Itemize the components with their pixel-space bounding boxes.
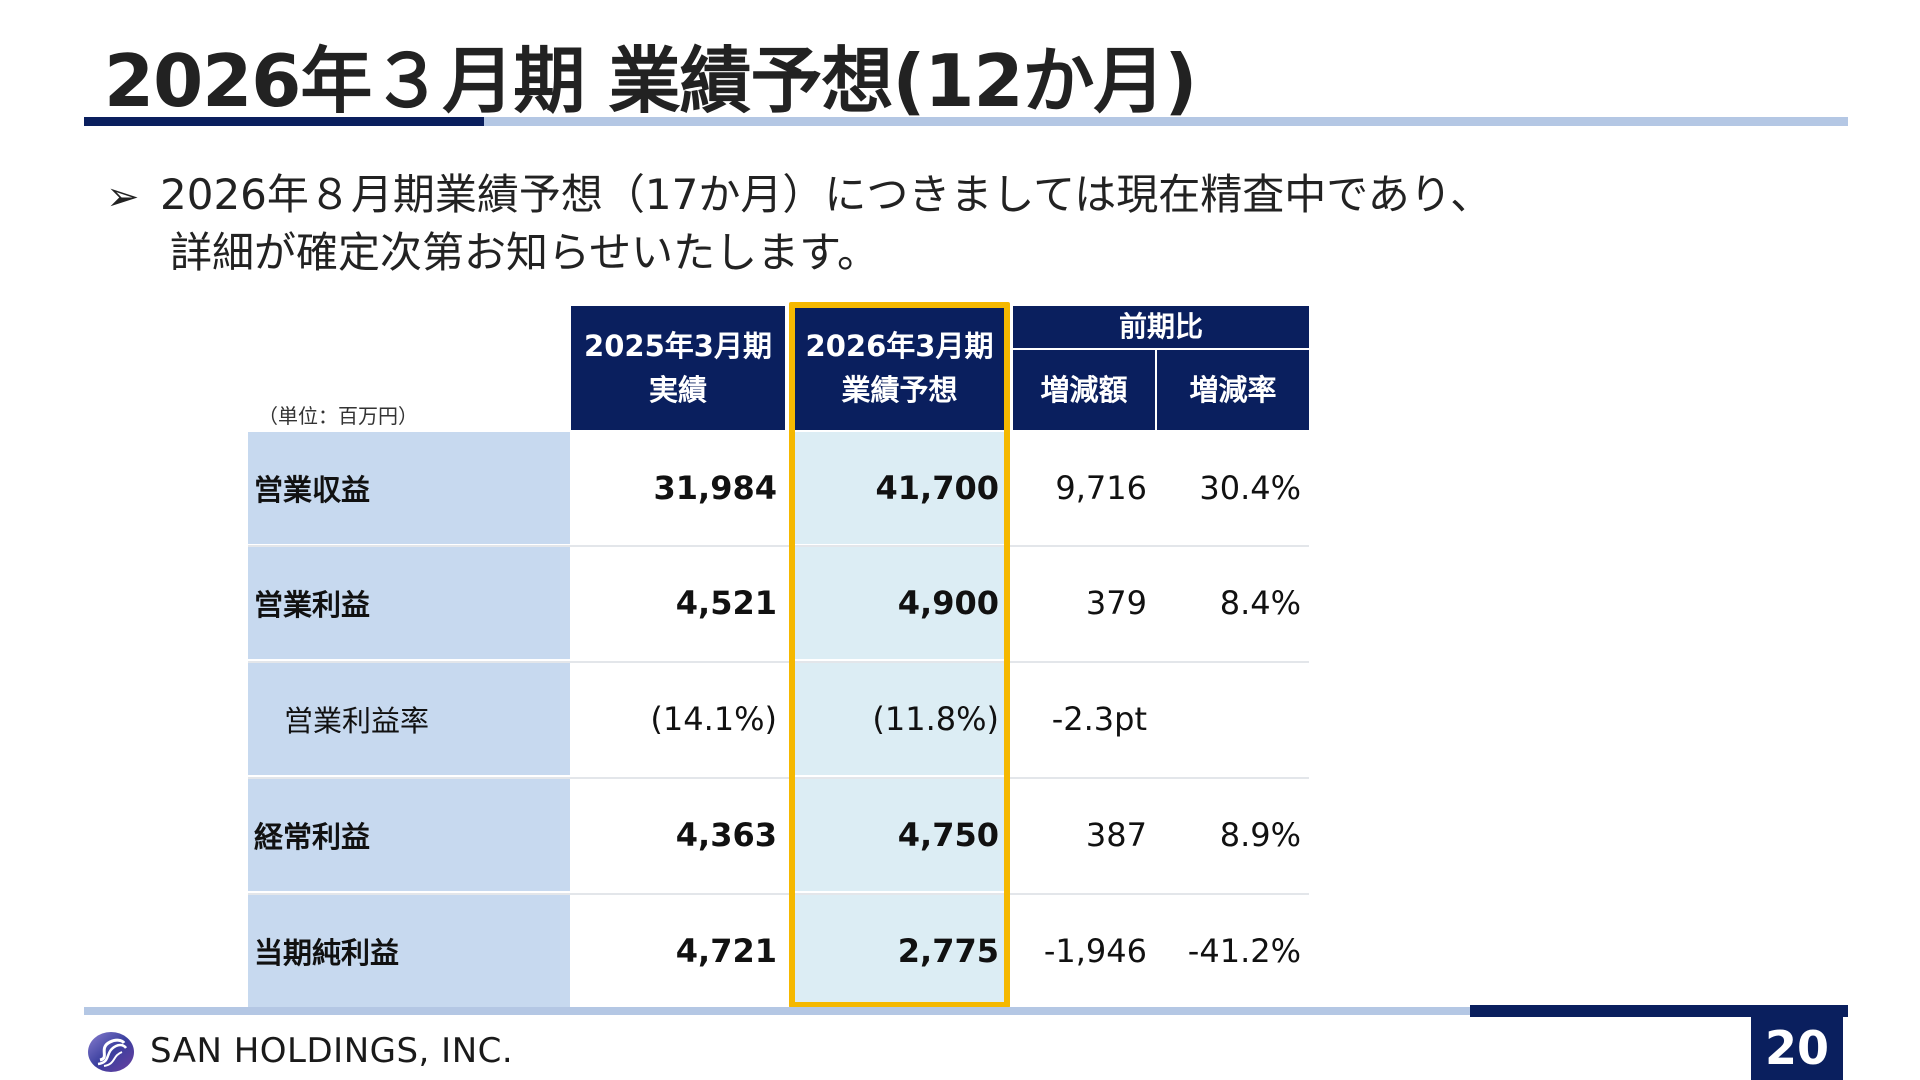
row-label-operating-revenue: 営業収益 xyxy=(248,432,570,544)
row-label-operating-profit: 営業利益 xyxy=(248,547,570,659)
title-underline xyxy=(84,117,1848,126)
header-2026-line2: 業績予想 xyxy=(841,373,958,407)
cell-rate xyxy=(1157,663,1309,775)
cell-rate: -41.2% xyxy=(1187,932,1301,970)
cell-rate: 8.9% xyxy=(1219,816,1301,854)
cell-increase: 379 xyxy=(1085,584,1147,622)
cell-2026: 4,900 xyxy=(792,547,1007,659)
cell-2026: 41,700 xyxy=(792,432,1007,544)
company-name: SAN HOLDINGS, INC. xyxy=(150,1031,514,1071)
page-title: 2026年３月期 業績予想(12か月) xyxy=(104,39,1197,123)
bullet-text-line-2: 詳細が確定次第お知らせいたします。 xyxy=(170,228,879,277)
cell-2026: 4,750 xyxy=(792,779,1007,891)
row-label-operating-margin: 営業利益率 xyxy=(248,663,570,775)
cell-rate: 30.4% xyxy=(1199,469,1301,507)
page-number: 20 xyxy=(1751,1015,1843,1080)
bullet-arrow-icon: ➢ xyxy=(106,174,140,220)
bullet-text-line-1: 2026年８月期業績予想（17か月）につきましては現在精査中であり、 xyxy=(160,170,1493,219)
header-2026-line1: 2026年3月期 xyxy=(805,329,994,363)
row-label-net-income: 当期純利益 xyxy=(248,895,570,1007)
cell-increase: -1,946 xyxy=(1043,932,1147,970)
cell-2025: (14.1%) xyxy=(650,700,777,738)
title-underline-accent xyxy=(84,117,484,126)
row-divider xyxy=(248,777,1309,779)
cell-2026: (11.8%) xyxy=(792,663,1007,775)
cell-2026: 2,775 xyxy=(792,895,1007,1007)
header-2025-line2: 実績 xyxy=(648,373,707,407)
cell-increase: 387 xyxy=(1085,816,1147,854)
header-comparison: 前期比 xyxy=(1013,306,1309,348)
cell-rate: 8.4% xyxy=(1219,584,1301,622)
unit-label: （単位：百万円） xyxy=(258,404,418,428)
header-rate: 増減率 xyxy=(1157,350,1309,430)
forecast-highlight-frame xyxy=(789,302,1010,1008)
company-logo-icon xyxy=(88,1032,134,1072)
cell-2025: 31,984 xyxy=(653,469,777,507)
row-label-ordinary-profit: 経常利益 xyxy=(248,779,570,891)
header-increase: 増減額 xyxy=(1013,350,1155,430)
row-divider xyxy=(248,893,1309,895)
cell-2025: 4,521 xyxy=(675,584,777,622)
footer-rule xyxy=(84,1007,1848,1015)
cell-2025: 4,363 xyxy=(675,816,777,854)
cell-increase: 9,716 xyxy=(1055,469,1147,507)
cell-2025: 4,721 xyxy=(675,932,777,970)
row-divider xyxy=(248,545,1309,547)
cell-increase: -2.3pt xyxy=(1051,700,1147,738)
header-2025-actual: 2025年3月期 実績 xyxy=(571,306,785,430)
footer-rule-accent xyxy=(1470,1005,1848,1017)
row-divider xyxy=(248,661,1309,663)
header-2026-forecast: 2026年3月期 業績予想 xyxy=(792,306,1007,430)
header-2025-line1: 2025年3月期 xyxy=(584,329,772,363)
